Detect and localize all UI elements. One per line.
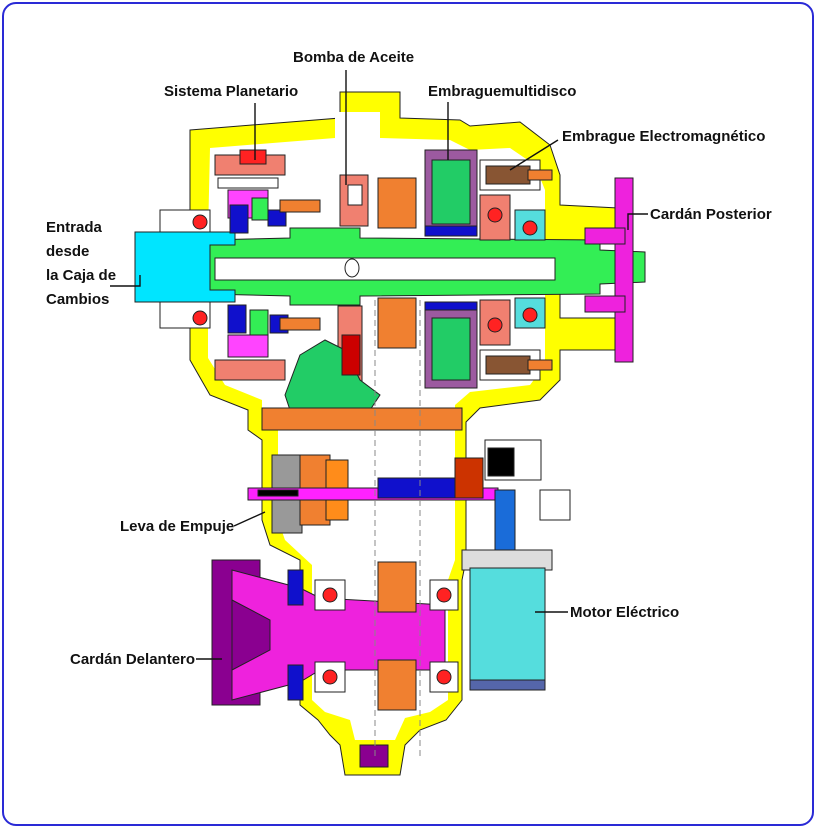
upper-gear <box>261 177 463 431</box>
main-shaft <box>204 227 646 306</box>
label-entrada-line1: Entrada <box>46 219 103 236</box>
electric-motor <box>461 439 571 691</box>
label-entrada-line2: desde <box>46 243 89 260</box>
multidisc-clutch <box>424 149 478 389</box>
shift-cam <box>247 454 499 534</box>
label-leva-empuje: Leva de Empuje <box>120 518 234 535</box>
input-shaft <box>134 231 236 303</box>
input-seal-bottom <box>159 297 211 329</box>
electromagnetic-clutch <box>479 159 553 381</box>
label-entrada-line4: Cambios <box>46 291 109 308</box>
label-entrada-line3: la Caja de <box>46 267 116 284</box>
oil-pump <box>284 174 381 411</box>
center-lines <box>374 300 421 760</box>
drain-plug <box>359 744 389 768</box>
planetary-system <box>214 149 321 381</box>
leader-lines <box>110 70 648 660</box>
lower-gear <box>377 561 417 711</box>
label-bomba-aceite: Bomba de Aceite <box>293 49 414 66</box>
label-cardan-delantero: Cardán Delantero <box>70 651 195 668</box>
label-cardan-posterior: Cardán Posterior <box>650 206 772 223</box>
label-embrague-multidisco: Embraguemultidisco <box>428 83 576 100</box>
label-embrague-electromagnetico: Embrague Electromagnético <box>562 128 765 145</box>
label-sistema-planetario: Sistema Planetario <box>164 83 298 100</box>
label-motor-electrico: Motor Eléctrico <box>570 604 679 621</box>
